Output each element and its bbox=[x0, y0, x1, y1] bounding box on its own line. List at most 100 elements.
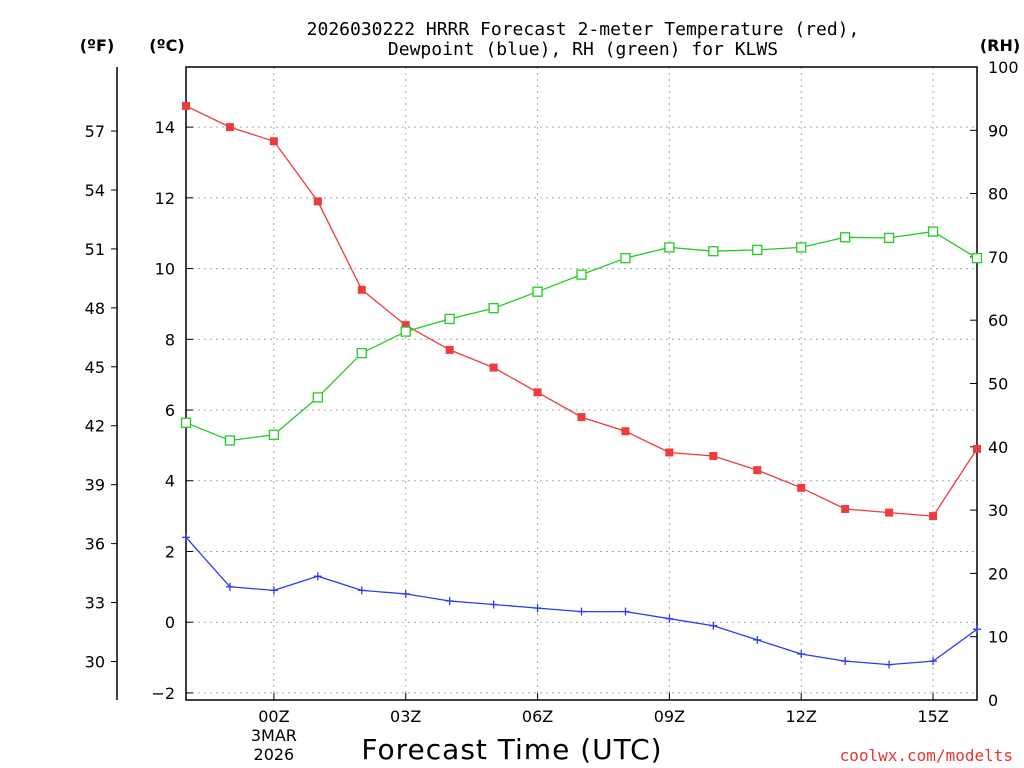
x-date-label-year: 2026 bbox=[254, 745, 295, 764]
temperature-point bbox=[313, 197, 322, 206]
gridlines bbox=[186, 67, 977, 700]
rh-point bbox=[488, 303, 499, 314]
rh-point bbox=[312, 392, 323, 403]
dewpoint-point bbox=[533, 604, 542, 613]
temperature-point bbox=[929, 512, 938, 521]
dewpoint-point bbox=[577, 607, 586, 616]
plot-frame bbox=[185, 66, 978, 701]
rh-point bbox=[927, 226, 939, 237]
x-axis-label: Forecast Time (UTC) bbox=[361, 733, 662, 766]
temperature-point bbox=[445, 345, 454, 354]
rh-tick-label: 40 bbox=[988, 438, 1008, 457]
rh-tick-label: 80 bbox=[988, 185, 1008, 204]
chart-title-line-2: Dewpoint (blue), RH (green) for KLWS bbox=[388, 39, 778, 60]
rh-tick-label: 70 bbox=[988, 248, 1008, 267]
temperature-point bbox=[401, 321, 410, 330]
dewpoint-point bbox=[445, 596, 454, 605]
dewpoint-point bbox=[621, 607, 630, 616]
celsius-tick-label: 8 bbox=[165, 330, 175, 349]
rh-tick-label: 20 bbox=[988, 564, 1008, 583]
fahrenheit-tick-label: 45 bbox=[85, 358, 105, 377]
celsius-tick-label: 12 bbox=[155, 189, 175, 208]
rh-tick-label: 50 bbox=[988, 375, 1008, 394]
x-tick-label: 06Z bbox=[522, 707, 553, 726]
dewpoint-line bbox=[185, 536, 978, 666]
fahrenheit-tick-label: 57 bbox=[85, 122, 105, 141]
rh-point bbox=[752, 244, 763, 256]
rh-point bbox=[224, 435, 236, 446]
axes bbox=[111, 66, 978, 701]
data-series bbox=[180, 101, 983, 669]
celsius-tick-label: −2 bbox=[151, 684, 175, 703]
rh-point bbox=[796, 242, 807, 253]
temperature-point bbox=[357, 285, 366, 294]
celsius-tick-label: 0 bbox=[165, 613, 175, 632]
rh-tick-label: 30 bbox=[988, 501, 1008, 520]
dewpoint-point bbox=[709, 621, 718, 630]
rh-tick-label: 60 bbox=[988, 311, 1008, 330]
fahrenheit-tick-label: 30 bbox=[85, 652, 105, 671]
rh-tick-label: 100 bbox=[988, 58, 1019, 77]
rh-line bbox=[185, 230, 978, 442]
temperature-point bbox=[269, 137, 278, 146]
rh-unit-label: (RH) bbox=[980, 36, 1020, 55]
temperature-point bbox=[973, 444, 981, 453]
rh-point bbox=[400, 326, 411, 337]
chart-title-line-1: 2026030222 HRRR Forecast 2-meter Tempera… bbox=[307, 19, 860, 40]
fahrenheit-tick-label: 36 bbox=[85, 535, 105, 554]
celsius-unit-label: (ºC) bbox=[149, 36, 184, 55]
rh-tick-label: 10 bbox=[988, 628, 1008, 647]
temperature-point bbox=[489, 363, 498, 372]
rh-point bbox=[576, 269, 587, 280]
celsius-tick-label: 14 bbox=[155, 118, 175, 137]
rh-point bbox=[444, 313, 455, 325]
rh-point bbox=[532, 286, 543, 297]
rh-point bbox=[708, 246, 719, 257]
x-tick-label: 12Z bbox=[786, 707, 817, 726]
temperature-point bbox=[577, 413, 586, 422]
celsius-tick-label: 6 bbox=[165, 401, 175, 420]
rh-point bbox=[840, 232, 851, 243]
fahrenheit-tick-label: 39 bbox=[85, 476, 105, 495]
dewpoint-point bbox=[313, 572, 322, 581]
dewpoint-point bbox=[841, 657, 850, 666]
temperature-point bbox=[753, 466, 762, 475]
tick-labels: −2 0 2 4 6 8 10 12 14 30 33 36 39 42 45 48 51 54 57 0 10 20 30… bbox=[85, 58, 1019, 764]
celsius-tick-label: 10 bbox=[155, 260, 175, 279]
fahrenheit-tick-label: 42 bbox=[85, 417, 105, 436]
fahrenheit-tick-label: 51 bbox=[85, 240, 105, 259]
temperature-point bbox=[225, 123, 234, 132]
dewpoint-point bbox=[973, 625, 981, 634]
credit-text: coolwx.com/modelts bbox=[840, 746, 1013, 765]
temperature-point bbox=[885, 508, 894, 517]
temperature-point bbox=[533, 388, 542, 397]
celsius-tick-label: 2 bbox=[165, 542, 175, 561]
dewpoint-point bbox=[225, 582, 234, 591]
temperature-point bbox=[665, 448, 674, 457]
fahrenheit-unit-label: (ºF) bbox=[80, 36, 115, 55]
celsius-tick-label: 4 bbox=[165, 472, 175, 491]
rh-point bbox=[664, 242, 675, 253]
dewpoint-point bbox=[182, 533, 190, 542]
temperature-point bbox=[841, 505, 850, 514]
rh-point bbox=[180, 417, 192, 428]
temperature-line bbox=[185, 105, 978, 517]
dewpoint-point bbox=[885, 660, 894, 669]
x-tick-label: 15Z bbox=[917, 707, 948, 726]
dewpoint-point bbox=[929, 657, 938, 666]
rh-point bbox=[268, 429, 280, 440]
fahrenheit-tick-label: 33 bbox=[85, 594, 105, 613]
x-tick-label: 00Z bbox=[258, 707, 289, 726]
dewpoint-point bbox=[797, 650, 806, 659]
x-tick-label: 09Z bbox=[654, 707, 685, 726]
x-date-label-month: 3MAR bbox=[251, 726, 297, 745]
rh-point bbox=[620, 253, 631, 264]
rh-point bbox=[356, 347, 367, 359]
rh-tick-label: 0 bbox=[988, 691, 998, 710]
dewpoint-point bbox=[401, 589, 410, 598]
dewpoint-point bbox=[489, 600, 498, 609]
rh-tick-label: 90 bbox=[988, 121, 1008, 140]
temperature-point bbox=[709, 451, 718, 460]
x-tick-label: 03Z bbox=[390, 707, 421, 726]
